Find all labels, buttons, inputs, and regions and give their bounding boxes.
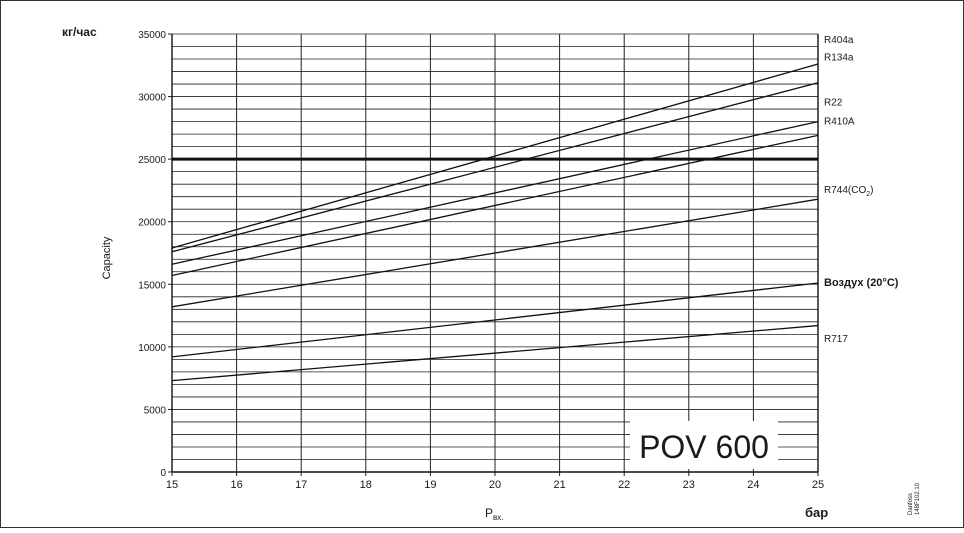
y-tick-label-15000: 15000	[138, 280, 166, 291]
series-line-6	[171, 324, 819, 382]
series-line-2	[171, 120, 819, 265]
series-line-0	[171, 63, 819, 249]
series-label-1: R134a	[824, 53, 854, 64]
y-tick-label-35000: 35000	[138, 30, 166, 41]
credit-line-1: Danfoss	[908, 493, 914, 515]
x-unit-label: бар	[805, 505, 828, 520]
credit-line-2: 148F102.10	[915, 482, 921, 515]
series-label-3: R410A	[824, 116, 855, 127]
title-backdrop	[630, 421, 778, 469]
series-label-6: R717	[824, 334, 848, 345]
series-label-0: R404a	[824, 35, 854, 46]
x-tick-label-23: 23	[683, 479, 695, 491]
series-label-5: Воздух (20°C)	[824, 277, 899, 289]
x-tick-label-21: 21	[553, 479, 565, 491]
x-tick-label-20: 20	[489, 479, 501, 491]
x-axis-label: Pвх.	[485, 506, 504, 522]
series-labels: R404a R134a R22 R410A R744(CO2) Воздух (20°C)…	[824, 35, 899, 345]
series-line-5	[171, 282, 819, 358]
x-tick-label-17: 17	[295, 479, 307, 491]
y-tick-labels: 0 5000 10000 15000 20000 25000 30000 35000	[138, 30, 166, 479]
x-tick-label-19: 19	[424, 479, 436, 491]
chart-title: POV 600	[639, 429, 769, 465]
y-axis-label: Capacity	[101, 236, 113, 279]
x-tick-label-22: 22	[618, 479, 630, 491]
series-label-2: R22	[824, 98, 843, 109]
series-label-4: R744(CO2)	[824, 185, 874, 198]
x-tick-label-15: 15	[166, 479, 178, 491]
axes	[171, 34, 819, 473]
series-line-1	[171, 82, 819, 253]
y-unit-label: кг/час	[62, 25, 97, 39]
x-tick-labels: 15 16 17 18 19 20 21 22 23 24 25	[166, 479, 824, 491]
y-tick-label-25000: 25000	[138, 155, 166, 166]
y-tick-label-5000: 5000	[144, 405, 167, 416]
x-tick-label-24: 24	[747, 479, 759, 491]
y-tick-label-10000: 10000	[138, 343, 166, 354]
y-tick-label-20000: 20000	[138, 218, 166, 229]
series-lines	[171, 63, 819, 382]
x-tick-label-18: 18	[360, 479, 372, 491]
x-tick-label-16: 16	[230, 479, 242, 491]
y-tick-label-0: 0	[160, 468, 166, 479]
x-tick-label-25: 25	[812, 479, 824, 491]
series-line-4	[171, 198, 819, 308]
y-tick-label-30000: 30000	[138, 93, 166, 104]
series-line-3	[171, 134, 819, 277]
x-axis-label-main: P	[485, 506, 493, 520]
x-axis-label-sub: вх.	[493, 513, 503, 522]
